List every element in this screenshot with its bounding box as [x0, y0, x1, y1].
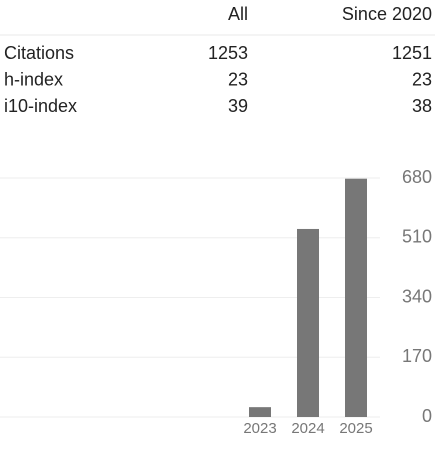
- bar: [249, 407, 271, 417]
- bar: [297, 228, 319, 417]
- y-tick-label: 510: [402, 227, 432, 247]
- bar: [345, 178, 367, 417]
- table-value: 1253: [208, 43, 248, 63]
- table-value: 39: [228, 96, 248, 116]
- x-tick-label: 2023: [243, 420, 276, 437]
- x-tick-label: 2025: [339, 420, 372, 437]
- table-value: 23: [412, 69, 432, 89]
- table-value: 38: [412, 96, 432, 116]
- column-header: Since 2020: [342, 4, 432, 24]
- table-value: 1251: [392, 43, 432, 63]
- row-label: i10-index: [4, 96, 77, 116]
- row-label: Citations: [4, 43, 74, 63]
- column-header: All: [228, 4, 248, 24]
- row-label: h-index: [4, 69, 63, 89]
- y-tick-label: 340: [402, 286, 432, 306]
- x-tick-label: 2024: [291, 420, 324, 437]
- table-value: 23: [228, 69, 248, 89]
- y-tick-label: 170: [402, 346, 432, 366]
- y-tick-label: 680: [402, 167, 432, 187]
- y-tick-label: 0: [422, 406, 432, 426]
